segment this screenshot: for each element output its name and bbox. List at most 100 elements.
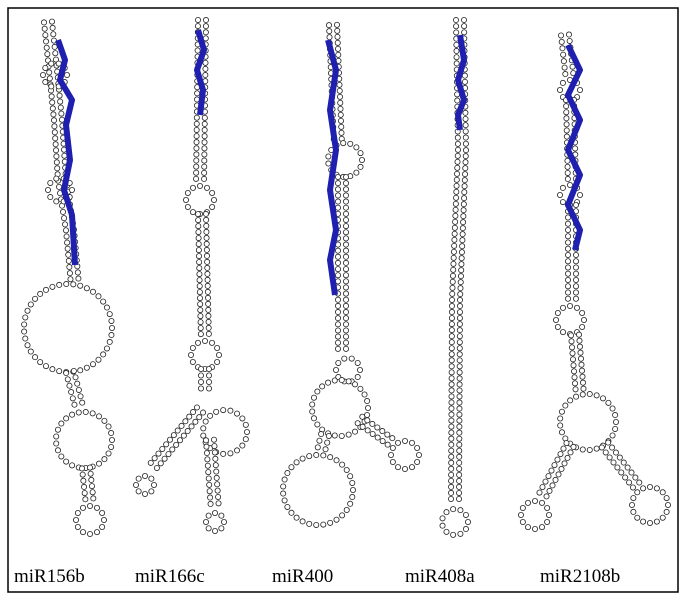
nucleotide xyxy=(415,459,420,464)
nucleotide xyxy=(216,501,221,506)
nucleotide xyxy=(55,448,60,453)
nucleotide xyxy=(94,530,99,535)
nucleotide xyxy=(314,522,319,527)
nucleotide xyxy=(204,247,209,252)
nucleotide xyxy=(343,340,348,345)
nucleotide xyxy=(196,247,201,252)
nucleotide xyxy=(343,187,348,192)
nucleotide xyxy=(633,475,638,480)
nucleotide xyxy=(281,491,286,496)
nucleotide xyxy=(343,242,348,247)
nucleotide xyxy=(562,65,567,70)
nucleotide xyxy=(578,356,583,361)
nucleotide xyxy=(561,446,566,451)
nucleotide xyxy=(457,394,462,399)
nucleotide xyxy=(243,422,248,427)
nucleotide xyxy=(202,338,207,343)
nucleotide xyxy=(212,450,217,455)
nucleotide xyxy=(206,476,211,481)
figure: miR156b miR166c miR400 miR408a miR2108b xyxy=(0,0,686,595)
nucleotide xyxy=(203,211,208,216)
nucleotide xyxy=(203,60,208,65)
nucleotide xyxy=(565,234,570,239)
nucleotide xyxy=(360,414,365,419)
nucleotide xyxy=(623,475,628,480)
nucleotide xyxy=(342,356,347,361)
nucleotide xyxy=(343,193,348,198)
nucleotide xyxy=(664,496,669,501)
nucleotide xyxy=(564,122,569,127)
nucleotide xyxy=(193,176,198,181)
nucleotide xyxy=(457,316,462,321)
nucleotide xyxy=(568,333,573,338)
nucleotide xyxy=(43,32,48,37)
nucleotide xyxy=(343,328,348,333)
nucleotide xyxy=(580,374,585,379)
nucleotide xyxy=(204,235,209,240)
nucleotide xyxy=(573,290,578,295)
nucleotide xyxy=(607,455,612,460)
nucleotide xyxy=(195,211,200,216)
nucleotide xyxy=(190,345,195,350)
nucleotide xyxy=(211,197,216,202)
nucleotide xyxy=(328,520,333,525)
nucleotide xyxy=(458,508,463,513)
nucleotide xyxy=(206,513,211,518)
nucleotide xyxy=(43,39,48,44)
nucleotide xyxy=(455,165,460,170)
nucleotide xyxy=(75,510,80,515)
nucleotide xyxy=(197,271,202,276)
nucleotide xyxy=(539,500,544,505)
nucleotide xyxy=(449,358,454,363)
nucleotide xyxy=(573,146,578,151)
nucleotide xyxy=(462,190,467,195)
nucleotide xyxy=(635,490,640,495)
nucleotide xyxy=(185,204,190,209)
nucleotide xyxy=(215,359,220,364)
nucleotide xyxy=(613,450,618,455)
nucleotide xyxy=(42,26,47,31)
nucleotide xyxy=(71,368,76,373)
nucleotide xyxy=(101,352,106,357)
nucleotide xyxy=(573,202,578,207)
nucleotide xyxy=(449,346,454,351)
nucleotide xyxy=(453,17,458,22)
nucleotide xyxy=(567,38,572,43)
nucleotide xyxy=(204,229,209,234)
nucleotide xyxy=(198,379,203,384)
nucleotide xyxy=(54,434,59,439)
nucleotide xyxy=(195,23,200,28)
nucleotide xyxy=(212,510,217,515)
nucleotide xyxy=(167,437,172,442)
nucleotide xyxy=(558,451,563,456)
rna-structures xyxy=(22,17,671,537)
nucleotide xyxy=(576,332,581,337)
nucleotide xyxy=(573,265,578,270)
nucleotide xyxy=(202,146,207,151)
nucleotide xyxy=(450,279,455,284)
nucleotide xyxy=(380,439,385,444)
nucleotide xyxy=(310,402,315,407)
nucleotide xyxy=(181,433,186,438)
nucleotide xyxy=(350,480,355,485)
nucleotide xyxy=(455,153,460,158)
nucleotide xyxy=(457,442,462,447)
nucleotide xyxy=(54,199,59,204)
nucleotide xyxy=(43,364,48,369)
nucleotide xyxy=(89,483,94,488)
nucleotide xyxy=(453,201,458,206)
nucleotide xyxy=(207,489,212,494)
nucleotide xyxy=(552,462,557,467)
nucleotide xyxy=(208,495,213,500)
nucleotide xyxy=(343,309,348,314)
nucleotide xyxy=(311,416,316,421)
nucleotide xyxy=(38,291,43,296)
nucleotide xyxy=(463,116,468,121)
nucleotide xyxy=(194,170,199,175)
nucleotide xyxy=(211,437,216,442)
nucleotide xyxy=(339,130,344,135)
nucleotide xyxy=(561,52,566,57)
nucleotide xyxy=(206,470,211,475)
nucleotide xyxy=(198,313,203,318)
nucleotide xyxy=(335,193,340,198)
